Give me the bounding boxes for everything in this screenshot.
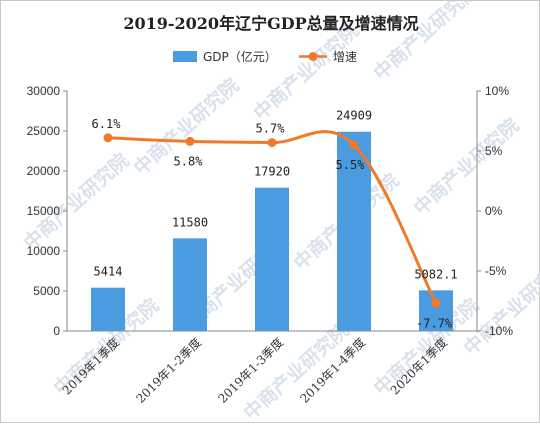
y-right-tick-label: 0% bbox=[485, 204, 503, 218]
gdp-data-label: 11580 bbox=[172, 215, 208, 229]
growth-point bbox=[185, 136, 195, 146]
growth-point bbox=[349, 140, 359, 150]
y-right-tick-label: 10% bbox=[485, 84, 509, 98]
y-left-tick-label: 20000 bbox=[27, 164, 61, 178]
gdp-data-label: 17920 bbox=[254, 165, 290, 179]
chart-title: 2019-2020年辽宁GDP总量及增速情况 bbox=[123, 14, 418, 33]
x-category-label: 2019年1-2季度 bbox=[133, 335, 204, 406]
growth-line-path bbox=[107, 130, 438, 305]
gdp-bar bbox=[173, 238, 207, 331]
legend: GDP（亿元） 增速 bbox=[173, 49, 357, 64]
y-left-tick-label: 30000 bbox=[27, 84, 61, 98]
growth-data-label: 5.7% bbox=[256, 122, 286, 136]
y-left-tick-label: 10000 bbox=[27, 244, 61, 258]
gdp-data-label: 5414 bbox=[94, 265, 123, 279]
y-right-tick-label: 5% bbox=[485, 144, 503, 158]
gdp-data-label: 5082.1 bbox=[414, 267, 457, 281]
growth-data-label: -7.7% bbox=[416, 316, 453, 330]
gdp-bar bbox=[255, 187, 289, 331]
legend-label-gdp: GDP（亿元） bbox=[203, 49, 277, 64]
gdp-bar bbox=[337, 131, 371, 331]
legend-label-growth: 增速 bbox=[333, 50, 357, 64]
bar-series bbox=[91, 131, 453, 331]
growth-point bbox=[103, 133, 113, 143]
y-right-tick-label: -5% bbox=[485, 264, 507, 278]
gdp-bar bbox=[91, 287, 125, 331]
data-labels: 5414 11580 17920 24909 5082.1 6.1% 5.8% 5.7% 5.5… bbox=[92, 109, 458, 331]
legend-swatch-gdp bbox=[173, 51, 197, 62]
y-left-tick-label: 5000 bbox=[33, 284, 60, 298]
gdp-data-label: 24909 bbox=[336, 109, 372, 123]
growth-point bbox=[267, 138, 277, 148]
line-series bbox=[103, 130, 441, 308]
growth-data-label: 5.5% bbox=[336, 158, 366, 172]
y-left-tick-label: 15000 bbox=[27, 204, 61, 218]
watermark-text-7: 中商产业研究院 bbox=[409, 114, 523, 220]
growth-data-label: 5.8% bbox=[174, 154, 204, 168]
y-left-tick-label: 0 bbox=[53, 324, 60, 338]
legend-marker-growth bbox=[308, 52, 318, 61]
y-left-tick-label: 25000 bbox=[27, 124, 61, 138]
growth-point bbox=[431, 298, 441, 308]
gdp-bar bbox=[419, 290, 453, 331]
y-right-tick-label: -10% bbox=[485, 324, 513, 338]
growth-data-label: 6.1% bbox=[92, 117, 122, 131]
